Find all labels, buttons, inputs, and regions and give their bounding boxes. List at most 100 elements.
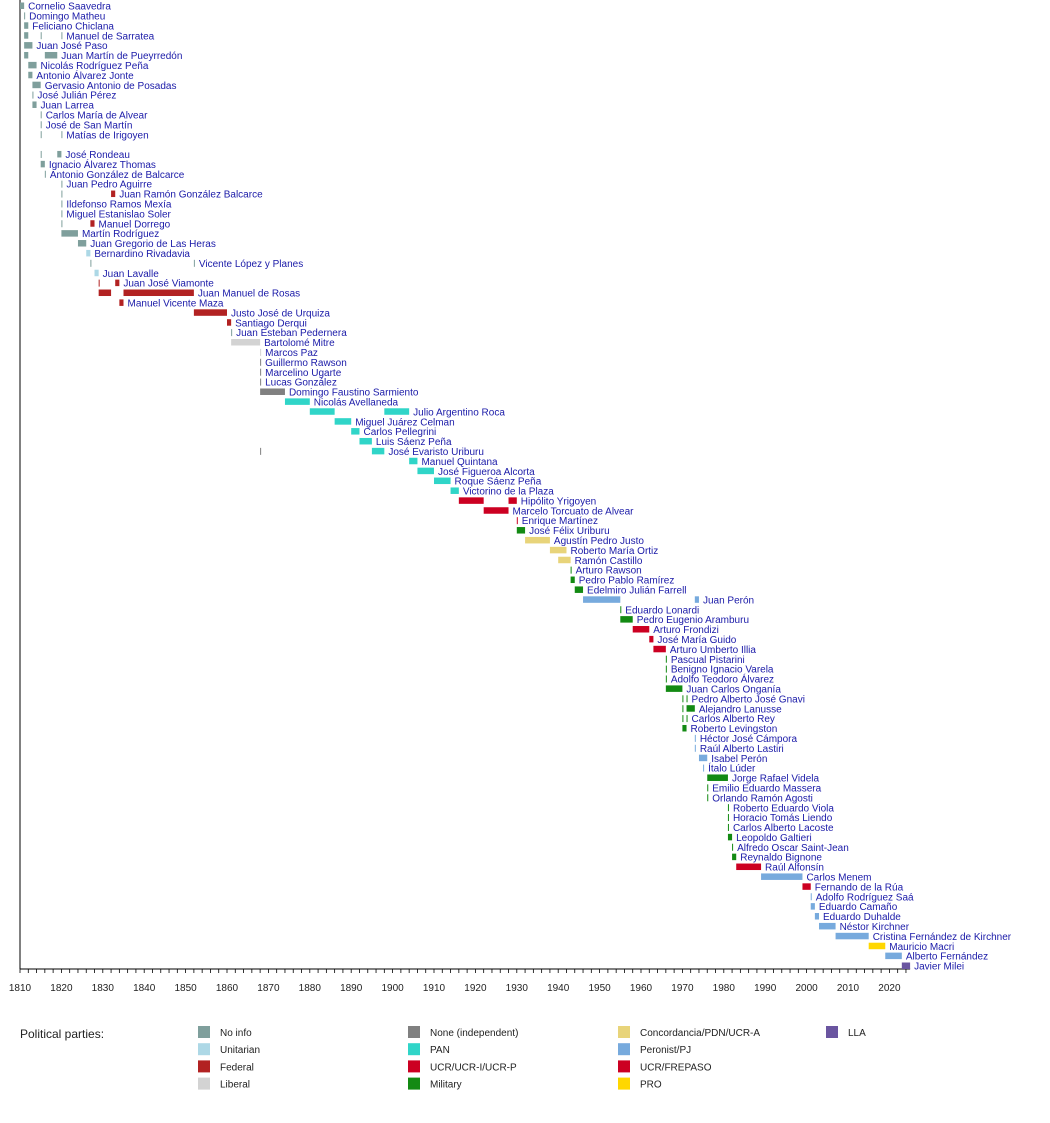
term-bar: [516, 517, 518, 525]
term-bar: [123, 289, 194, 297]
x-tick-label: 2020: [878, 983, 901, 994]
term-bar: [583, 596, 621, 603]
president-label: Martín Rodríguez: [82, 229, 159, 240]
term-bar: [802, 883, 811, 890]
president-label: Gervasio Antonio de Posadas: [45, 81, 177, 92]
term-bar: [885, 952, 902, 960]
term-bar: [32, 91, 34, 99]
term-bar: [682, 695, 684, 703]
term-bar: [417, 467, 434, 475]
term-bar: [649, 635, 654, 643]
term-bar: [694, 734, 696, 742]
term-bar: [40, 150, 42, 158]
legend-label-pan: PAN: [430, 1045, 450, 1056]
term-bar: [359, 437, 372, 445]
x-tick-label: 1890: [340, 983, 363, 994]
term-bar: [458, 497, 484, 504]
term-bar: [868, 942, 886, 950]
president-label: Ítalo Lúder: [708, 762, 756, 775]
term-bar: [90, 259, 92, 267]
term-bar: [24, 42, 33, 49]
legend-swatch-lla: [826, 1026, 838, 1038]
president-label: Domingo Faustino Sarmiento: [289, 388, 419, 399]
term-bar: [665, 675, 667, 683]
legend-label-liberal: Liberal: [220, 1080, 250, 1091]
term-bar: [483, 507, 509, 514]
president-label: Juan Carlos Onganía: [686, 684, 781, 695]
term-bar: [28, 61, 37, 69]
term-bar: [28, 71, 33, 79]
president-label: Cornelio Saavedra: [28, 2, 111, 13]
president-label: Leopoldo Galtieri: [736, 833, 812, 844]
legend-label-federal: Federal: [220, 1062, 254, 1073]
x-tick-label: 1840: [133, 983, 156, 994]
president-label: Feliciano Chiclana: [32, 21, 114, 32]
president-label: Néstor Kirchner: [840, 922, 910, 933]
term-bar: [24, 22, 29, 29]
term-bar: [44, 51, 58, 59]
president-label: Eduardo Duhalde: [823, 912, 901, 923]
president-label: Roberto María Ortiz: [570, 546, 658, 557]
president-label: Juan Martín de Pueyrredón: [61, 51, 182, 62]
president-label: Eduardo Camaño: [819, 902, 898, 913]
term-bar: [727, 833, 733, 841]
term-bar: [309, 408, 335, 415]
term-bar: [119, 299, 124, 306]
president-label: Vicente López y Planes: [199, 259, 303, 270]
term-bar: [653, 645, 666, 653]
legend-label-frepaso: UCR/FREPASO: [640, 1062, 712, 1073]
president-label: Emilio Eduardo Massera: [712, 783, 821, 794]
president-label: Alfredo Oscar Saint-Jean: [737, 843, 849, 854]
president-label: Isabel Perón: [711, 754, 767, 765]
president-label: Nicolás Avellaneda: [314, 397, 399, 408]
legend-swatch-noinfo: [198, 1026, 210, 1038]
president-label: Alberto Fernández: [906, 952, 988, 963]
president-label: Alejandro Lanusse: [699, 704, 782, 715]
president-label: Adolfo Teodoro Álvarez: [671, 673, 774, 686]
president-label: Jorge Rafael Videla: [732, 774, 820, 785]
term-bar: [40, 121, 42, 129]
legend-swatch-frepaso: [618, 1060, 630, 1073]
term-bar: [686, 695, 688, 703]
term-bar: [61, 131, 63, 139]
president-label: Lucas González: [265, 378, 337, 389]
x-tick-label: 1960: [630, 983, 653, 994]
president-label: Manuel Dorrego: [99, 219, 171, 230]
president-label: Roberto Eduardo Viola: [733, 803, 834, 814]
president-label: Pascual Pistarini: [671, 655, 745, 666]
term-bar: [371, 447, 385, 455]
legend-swatch-pan: [408, 1043, 420, 1056]
term-bar: [632, 626, 650, 633]
president-label: Julio Argentino Roca: [413, 407, 505, 418]
president-label: Adolfo Rodríguez Saá: [816, 892, 914, 903]
president-label: Marcos Paz: [265, 348, 318, 359]
term-bar: [90, 220, 95, 227]
president-label: José Félix Uriburu: [529, 526, 610, 537]
president-label: Carlos Alberto Rey: [692, 714, 775, 725]
term-bar: [682, 715, 684, 723]
term-bar: [260, 358, 262, 366]
term-bar: [682, 724, 687, 732]
term-bar: [694, 744, 696, 752]
president-label: Bernardino Rivadavia: [94, 249, 190, 260]
term-bar: [570, 566, 572, 574]
president-label: Juan José Viamonte: [123, 279, 214, 290]
president-label: Enrique Martínez: [522, 516, 598, 527]
term-bar: [682, 705, 684, 713]
president-label: Edelmiro Julián Farrell: [587, 586, 686, 597]
term-bar: [40, 32, 42, 40]
term-bar: [686, 705, 695, 712]
president-label: Matías de Irigoyen: [66, 130, 148, 141]
president-label: Eduardo Lonardi: [625, 605, 699, 616]
term-bar: [20, 2, 25, 9]
president-label: Juan Pedro Aguirre: [66, 180, 152, 191]
term-bar: [665, 685, 683, 692]
term-bar: [86, 249, 91, 257]
president-label: Ildefonso Ramos Mexía: [66, 200, 171, 211]
x-tick-label: 1950: [588, 983, 611, 994]
president-label: Miguel Juárez Celman: [355, 417, 455, 428]
legend-label-ucr: UCR/UCR-I/UCR-P: [430, 1062, 517, 1073]
legend-swatch-none: [408, 1026, 420, 1038]
term-bar: [508, 497, 517, 504]
